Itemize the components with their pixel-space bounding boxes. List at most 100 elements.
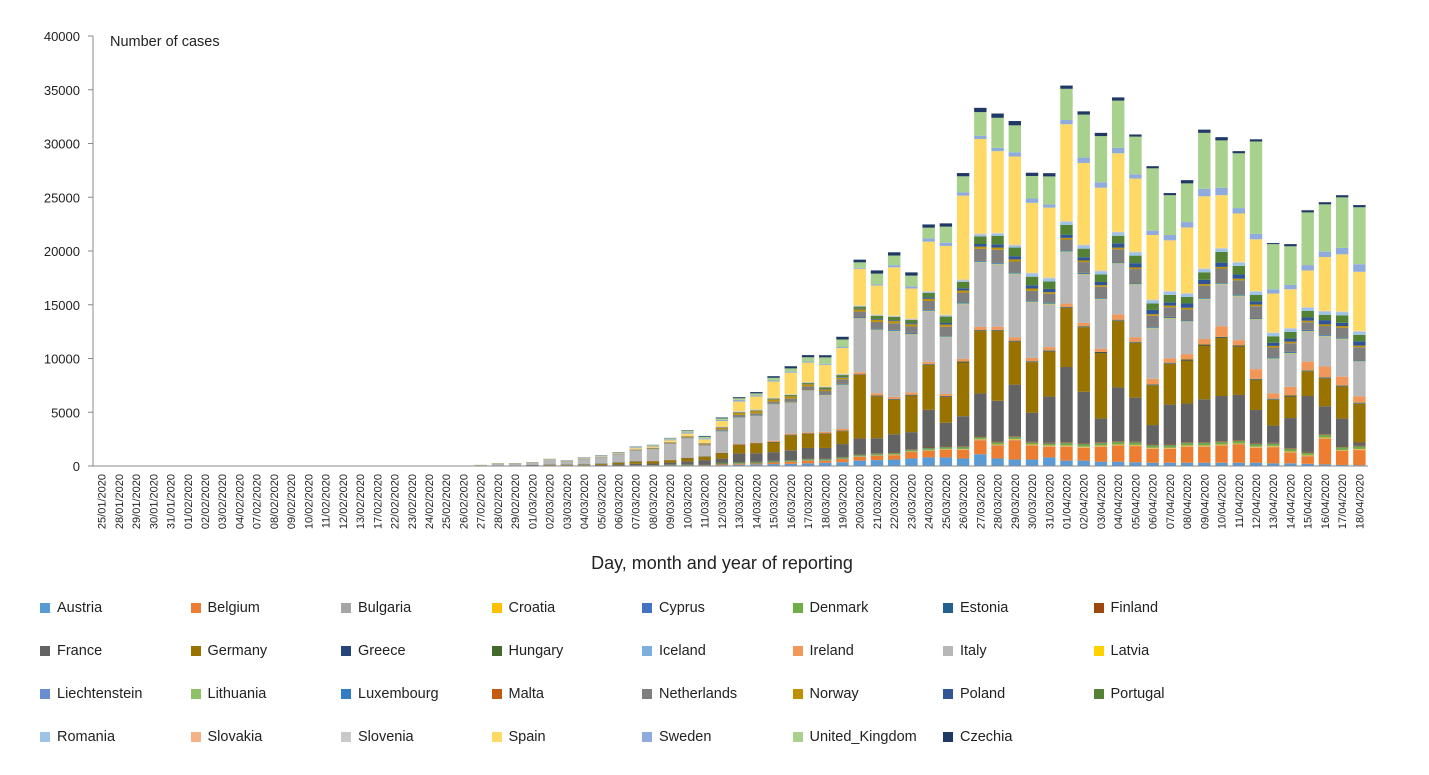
- legend-swatch: [40, 603, 50, 613]
- bar-segment: [1180, 309, 1194, 321]
- bar-segment: [681, 430, 694, 431]
- bar-segment: [750, 393, 763, 396]
- bar-segment: [784, 461, 798, 464]
- bar-segment: [1146, 445, 1159, 448]
- bar-segment: [1198, 299, 1211, 340]
- x-tick-label: 04/04/2020: [1113, 474, 1125, 529]
- x-tick-label: 04/02/2020: [234, 474, 246, 529]
- bar-segment: [870, 395, 884, 397]
- bar-segment: [819, 357, 832, 364]
- bar-segment: [767, 381, 780, 398]
- bar-segment: [974, 138, 987, 234]
- bar-segment: [1284, 284, 1297, 290]
- bar-segment: [1111, 97, 1125, 101]
- bar-segment: [819, 389, 832, 392]
- bar-segment: [1129, 342, 1142, 343]
- bar-segment: [1094, 281, 1108, 286]
- series-poland: [715, 234, 1366, 428]
- bar-segment: [974, 260, 987, 262]
- bar-segment: [1043, 443, 1056, 446]
- bar-segment: [1335, 337, 1349, 339]
- bar-segment: [939, 447, 953, 449]
- bar-segment: [1353, 347, 1366, 361]
- bar-segment: [1353, 446, 1366, 449]
- bar-segment: [1163, 447, 1177, 449]
- bar-segment: [853, 375, 866, 439]
- bar-segment: [732, 417, 746, 445]
- bar-segment: [939, 326, 953, 336]
- bar-segment: [1146, 384, 1159, 385]
- bar-segment: [1318, 434, 1332, 435]
- legend-swatch: [943, 646, 953, 656]
- bar-segment: [887, 434, 901, 453]
- bar-segment: [991, 400, 1004, 442]
- bar-segment: [698, 438, 711, 440]
- bar-segment: [1215, 442, 1228, 445]
- series-netherlands: [508, 239, 1366, 464]
- bar-segment: [1146, 328, 1159, 379]
- x-tick-label: 06/03/2020: [614, 474, 626, 529]
- y-tick-label: 30000: [44, 137, 80, 152]
- legend-item: Latvia: [1093, 643, 1149, 659]
- bar-segment: [1146, 444, 1159, 446]
- bar-segment: [1025, 198, 1039, 203]
- legend-item: Poland: [943, 686, 1005, 702]
- bar-segment: [905, 452, 918, 459]
- x-axis: 25/01/2020 28/01/2020 29/01/2020 30/01/2020…: [93, 465, 1368, 529]
- bar-segment: [1267, 293, 1280, 333]
- bar-segment: [1111, 314, 1125, 320]
- bar-segment: [595, 464, 608, 466]
- bar-segment: [1198, 442, 1211, 443]
- bar-segment: [870, 315, 884, 316]
- bar-segment: [991, 147, 1004, 152]
- bar-segment: [1335, 464, 1349, 466]
- bar-segment: [819, 395, 832, 432]
- bar-segment: [1129, 444, 1142, 446]
- bar-segment: [939, 223, 953, 227]
- legend-swatch: [642, 646, 652, 656]
- bar-segment: [922, 297, 935, 299]
- bar-segment: [1335, 312, 1349, 316]
- bar-segment: [1060, 85, 1073, 89]
- bar-segment: [1043, 350, 1056, 351]
- bar-segment: [646, 445, 660, 446]
- bar-segment: [1232, 440, 1245, 441]
- bar-segment: [939, 324, 953, 327]
- bar-segment: [956, 192, 970, 196]
- bar-segment: [853, 460, 866, 467]
- bar-segment: [1025, 459, 1039, 466]
- x-tick-label: 09/02/2020: [286, 474, 298, 529]
- x-tick-label: 11/03/2020: [700, 474, 712, 528]
- legend-swatch: [40, 689, 50, 699]
- bar-segment: [629, 448, 642, 450]
- bar-segment: [1318, 377, 1332, 379]
- bar-segment: [870, 393, 884, 396]
- bar-segment: [1249, 379, 1263, 410]
- bar-segment: [1146, 234, 1159, 300]
- legend-item: Czechia: [943, 729, 1012, 745]
- bar-segment: [1301, 361, 1314, 371]
- bar-segment: [1249, 141, 1263, 234]
- bar-segment: [836, 384, 849, 430]
- bar-segment: [1284, 331, 1297, 339]
- bar-segment: [1129, 397, 1142, 442]
- bar-segment: [974, 262, 987, 327]
- series-bulgaria: [646, 438, 1366, 466]
- bar-segment: [939, 448, 953, 450]
- bar-segment: [1232, 151, 1245, 154]
- bar-segment: [836, 347, 849, 349]
- bar-segment: [732, 453, 746, 463]
- bar-segment: [612, 464, 625, 466]
- x-tick-label: 05/04/2020: [1130, 474, 1142, 529]
- bar-segment: [887, 316, 901, 317]
- bar-segment: [1025, 273, 1039, 277]
- bar-segment: [1077, 322, 1090, 327]
- bar-segment: [1146, 448, 1159, 463]
- bar-segment: [870, 453, 884, 455]
- bar-segment: [1008, 438, 1021, 440]
- bar-segment: [939, 335, 953, 337]
- bar-segment: [1232, 346, 1245, 395]
- bar-segment: [681, 438, 694, 458]
- bar-segment: [956, 176, 970, 193]
- bar-segment: [681, 433, 694, 436]
